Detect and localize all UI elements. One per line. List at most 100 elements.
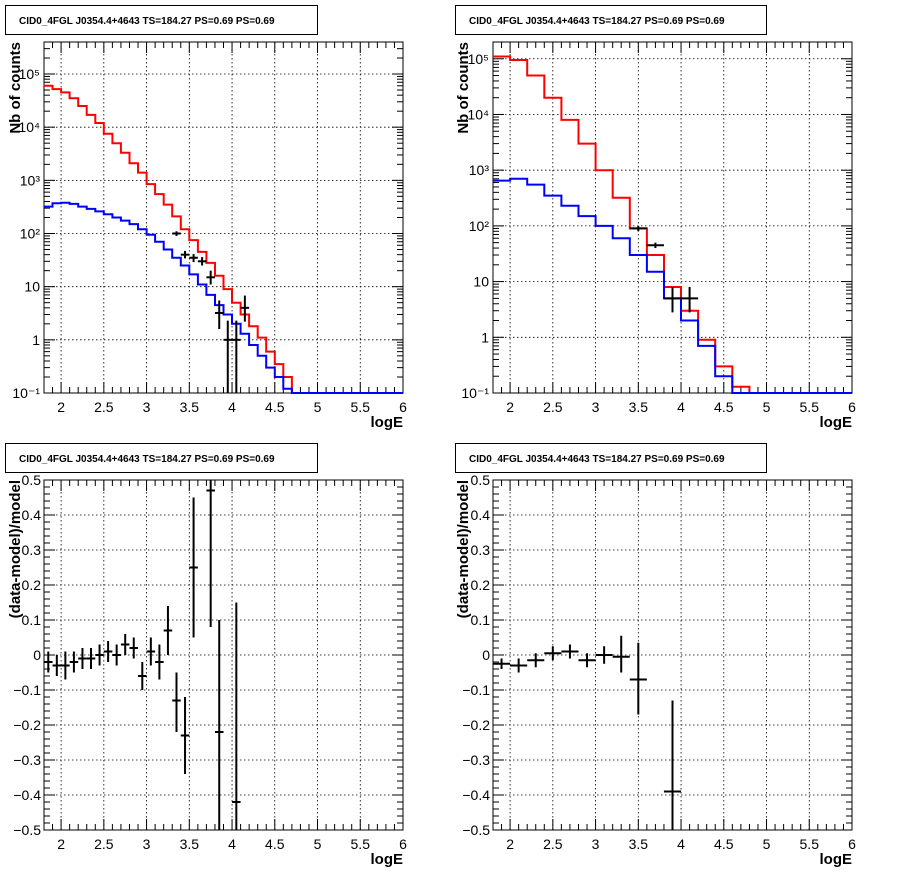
data-point: [493, 658, 511, 669]
plot-data: [493, 55, 852, 394]
x-tick-label: 2.5: [94, 836, 114, 852]
data-point: [120, 634, 130, 655]
x-tick-label: 6: [848, 836, 856, 852]
data-point: [172, 672, 181, 732]
data-point: [163, 606, 173, 655]
y-tick-label: 0: [482, 647, 490, 663]
x-tick-label: 5.5: [800, 836, 820, 852]
x-tick-label: 3.5: [180, 399, 200, 415]
data-point: [629, 642, 647, 715]
chart-panel-4: CID0_4FGL J0354.4+4643 TS=184.27 PS=0.69…: [455, 443, 856, 868]
x-tick-label: 6: [399, 836, 407, 852]
data-point: [206, 480, 215, 627]
y-tick-label: 10³: [469, 162, 490, 178]
plot-data: [44, 480, 241, 830]
y-tick-label: 0.5: [22, 472, 42, 488]
x-tick-label: 5.5: [351, 399, 371, 415]
data-point: [112, 644, 121, 666]
x-tick-label: 3: [143, 399, 151, 415]
x-tick-label: 4.5: [714, 399, 734, 415]
y-tick-label: 10⁻¹: [461, 385, 489, 401]
model-source-line: [493, 177, 852, 394]
x-tick-label: 5.5: [800, 399, 820, 415]
chart-panel-3: CID0_4FGL J0354.4+4643 TS=184.27 PS=0.69…: [5, 443, 407, 868]
data-point: [197, 257, 207, 266]
x-tick-label: 5: [314, 836, 322, 852]
y-tick-label: 0.1: [471, 612, 491, 628]
y-tick-label: 0.3: [471, 542, 491, 558]
x-tick-label: 5.5: [351, 836, 371, 852]
y-tick-label: −0.2: [462, 717, 490, 733]
y-axis-label: Nb of counts: [455, 42, 472, 134]
data-point: [663, 700, 682, 830]
chart-title: CID0_4FGL J0354.4+4643 TS=184.27 PS=0.69…: [469, 454, 725, 465]
y-tick-label: 0.5: [471, 472, 491, 488]
plot-data: [44, 84, 403, 394]
y-axis: −0.5 −0.4 −0.3 −0.2 −0.1 0 0.1 0.2 0.3 0.4 0.5(dat…: [455, 472, 852, 838]
data-point: [232, 602, 241, 830]
chart-title: CID0_4FGL J0354.4+4643 TS=184.27 PS=0.69…: [19, 454, 275, 465]
data-point: [527, 653, 545, 668]
title-frame: [455, 5, 767, 35]
x-tick-label: 2: [57, 836, 65, 852]
x-tick-label: 3: [592, 399, 600, 415]
x-tick-label: 5: [763, 836, 771, 852]
y-tick-label: 0.4: [22, 507, 42, 523]
y-axis-label: (data-model)/model: [455, 480, 472, 618]
x-tick-label: 2.5: [94, 399, 114, 415]
data-point: [578, 653, 596, 668]
data-point: [663, 286, 682, 313]
x-tick-label: 3.5: [629, 836, 649, 852]
y-tick-label: 0.4: [471, 507, 491, 523]
y-axis-label: Nb of counts: [7, 42, 24, 134]
x-tick-label: 4: [228, 836, 236, 852]
x-tick-label: 4: [677, 836, 685, 852]
y-tick-label: 10⁴: [18, 119, 40, 135]
chart-title: CID0_4FGL J0354.4+4643 TS=184.27 PS=0.69…: [19, 16, 275, 27]
data-point: [612, 635, 630, 673]
data-point: [103, 641, 113, 662]
y-axis: −0.5 −0.4 −0.3 −0.2 −0.1 0 0.1 0.2 0.3 0.4 0.5(dat…: [7, 472, 403, 838]
data-point: [86, 648, 96, 669]
chart-title-box: CID0_4FGL J0354.4+4643 TS=184.27 PS=0.69…: [455, 5, 767, 35]
x-tick-label: 3.5: [180, 836, 200, 852]
data-point: [44, 651, 53, 673]
y-tick-label: 10²: [469, 218, 490, 234]
x-tick-label: 4.5: [265, 836, 285, 852]
data-point: [146, 637, 156, 666]
data-point: [595, 646, 613, 664]
y-tick-label: −0.5: [13, 822, 41, 838]
x-tick-label: 5: [314, 399, 322, 415]
x-tick-label: 6: [399, 399, 407, 415]
y-tick-label: −0.3: [13, 752, 41, 768]
model-source-line: [44, 201, 403, 394]
x-axis-label: logE: [371, 851, 404, 868]
data-point: [155, 644, 164, 680]
data-point: [180, 697, 190, 774]
chart-title-box: CID0_4FGL J0354.4+4643 TS=184.27 PS=0.69…: [5, 443, 318, 473]
y-tick-label: 0.1: [22, 612, 42, 628]
x-tick-label: 2.5: [543, 836, 563, 852]
x-tick-label: 2.5: [543, 399, 563, 415]
plot-data: [493, 635, 682, 830]
y-tick-label: 0: [33, 647, 41, 663]
x-axis-label: logE: [371, 414, 404, 431]
x-tick-label: 3: [592, 836, 600, 852]
data-point: [69, 651, 79, 673]
y-tick-label: −0.3: [462, 752, 490, 768]
data-point: [681, 286, 699, 313]
chart-title: CID0_4FGL J0354.4+4643 TS=184.27 PS=0.69…: [469, 16, 725, 27]
y-tick-label: 10⁵: [19, 66, 40, 82]
data-point: [232, 320, 241, 393]
y-tick-label: 1: [32, 332, 40, 348]
y-tick-label: 0.2: [22, 577, 42, 593]
x-tick-label: 6: [848, 399, 856, 415]
x-tick-label: 2: [506, 399, 514, 415]
x-tick-label: 2: [57, 399, 65, 415]
x-tick-label: 3.5: [629, 399, 649, 415]
